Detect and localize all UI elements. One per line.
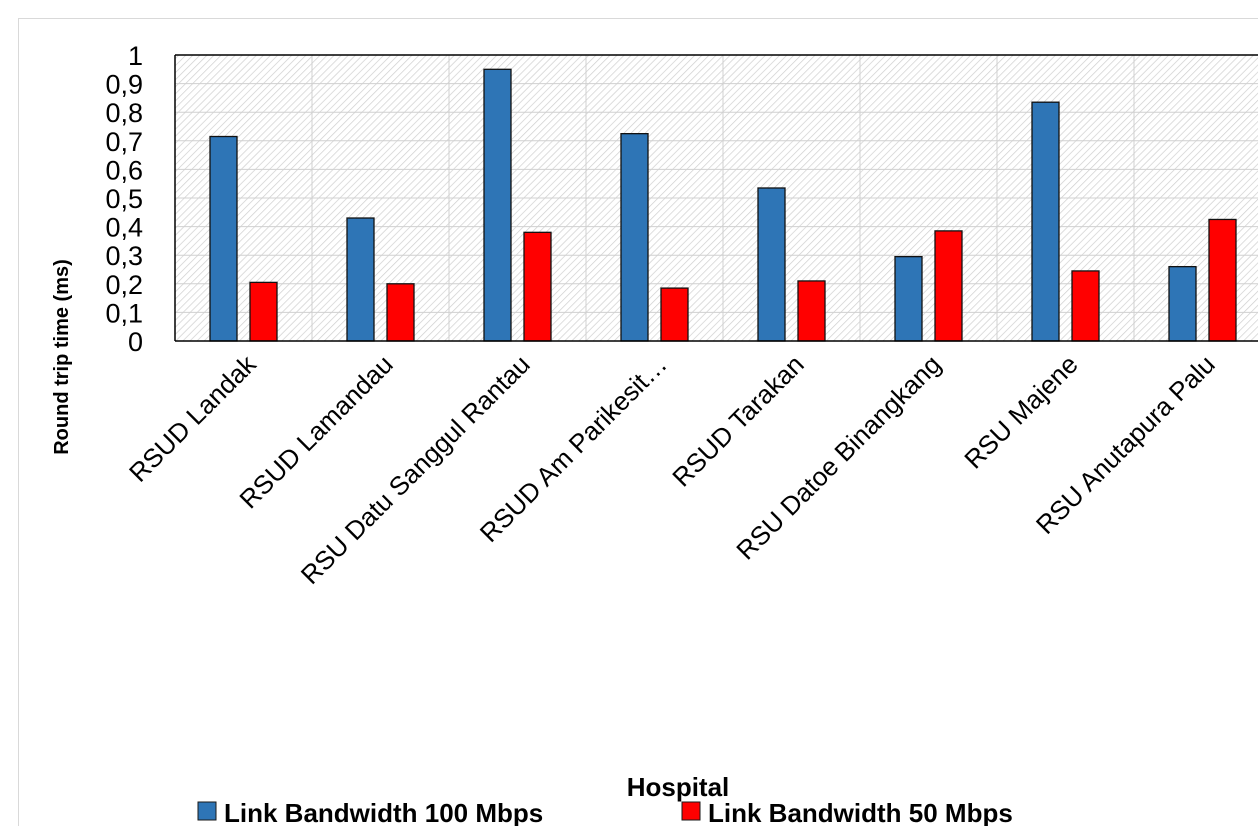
y-tick-label: 0,4 <box>105 213 143 243</box>
y-tick-label: 0,5 <box>105 184 143 214</box>
bar-50mbps <box>1072 271 1099 341</box>
bar-100mbps <box>1169 267 1196 341</box>
bar-100mbps <box>1032 102 1059 341</box>
bar-50mbps <box>661 288 688 341</box>
bar-50mbps <box>387 284 414 341</box>
bar-50mbps <box>935 231 962 341</box>
y-tick-label: 0,1 <box>105 298 143 328</box>
bar-100mbps <box>621 134 648 341</box>
bar-100mbps <box>210 137 237 341</box>
y-tick-label: 0,8 <box>105 98 143 128</box>
bar-100mbps <box>347 218 374 341</box>
bar-50mbps <box>250 282 277 341</box>
y-tick-label: 0,7 <box>105 127 143 157</box>
y-tick-label: 1 <box>128 41 143 71</box>
legend-label-100: Link Bandwidth 100 Mbps <box>224 798 543 826</box>
bar-100mbps <box>484 69 511 341</box>
y-tick-label: 0,6 <box>105 155 143 185</box>
legend-label-50: Link Bandwidth 50 Mbps <box>708 798 1013 826</box>
y-tick-label: 0,9 <box>105 70 143 100</box>
bar-100mbps <box>758 188 785 341</box>
y-tick-label: 0,3 <box>105 241 143 271</box>
legend-swatch-100 <box>198 802 216 820</box>
y-tick-labels: 00,10,20,30,40,50,60,70,80,91 <box>105 41 143 357</box>
bar-50mbps <box>524 232 551 341</box>
y-tick-label: 0,2 <box>105 270 143 300</box>
y-tick-label: 0 <box>128 327 143 357</box>
y-axis-label: Round trip time (ms) <box>51 259 73 455</box>
bar-50mbps <box>798 281 825 341</box>
legend-swatch-50 <box>682 802 700 820</box>
bar-50mbps <box>1209 219 1236 341</box>
bar-100mbps <box>895 257 922 341</box>
